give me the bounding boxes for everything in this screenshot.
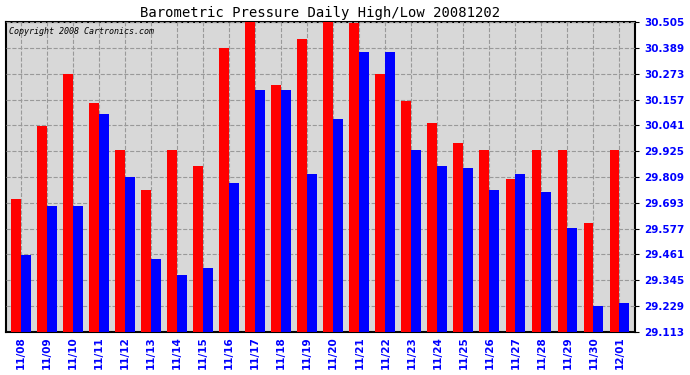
Bar — [333, 119, 343, 332]
Bar — [531, 150, 542, 332]
Bar — [168, 150, 177, 332]
Title: Barometric Pressure Daily High/Low 20081202: Barometric Pressure Daily High/Low 20081… — [140, 6, 500, 20]
Bar — [542, 192, 551, 332]
Bar — [506, 179, 515, 332]
Bar — [271, 86, 282, 332]
Bar — [125, 177, 135, 332]
Text: Copyright 2008 Cartronics.com: Copyright 2008 Cartronics.com — [9, 27, 154, 36]
Bar — [246, 21, 255, 332]
Bar — [307, 174, 317, 332]
Bar — [89, 103, 99, 332]
Bar — [359, 52, 369, 332]
Bar — [489, 190, 500, 332]
Bar — [151, 259, 161, 332]
Bar — [229, 183, 239, 332]
Bar — [63, 74, 73, 332]
Bar — [255, 90, 265, 332]
Bar — [349, 23, 359, 332]
Bar — [593, 306, 603, 332]
Bar — [141, 190, 151, 332]
Bar — [584, 224, 593, 332]
Bar — [47, 206, 57, 332]
Bar — [515, 174, 525, 332]
Bar — [609, 150, 620, 332]
Bar — [558, 150, 567, 332]
Bar — [219, 48, 229, 332]
Bar — [385, 52, 395, 332]
Bar — [324, 21, 333, 332]
Bar — [480, 150, 489, 332]
Bar — [282, 90, 291, 332]
Bar — [411, 150, 421, 332]
Bar — [193, 166, 204, 332]
Bar — [567, 228, 578, 332]
Bar — [437, 166, 447, 332]
Bar — [99, 114, 109, 332]
Bar — [297, 39, 307, 332]
Bar — [402, 101, 411, 332]
Bar — [115, 150, 125, 332]
Bar — [73, 206, 83, 332]
Bar — [464, 168, 473, 332]
Bar — [177, 274, 187, 332]
Bar — [375, 74, 385, 332]
Bar — [204, 268, 213, 332]
Bar — [453, 143, 464, 332]
Bar — [620, 303, 629, 332]
Bar — [428, 123, 437, 332]
Bar — [37, 126, 47, 332]
Bar — [11, 199, 21, 332]
Bar — [21, 255, 31, 332]
